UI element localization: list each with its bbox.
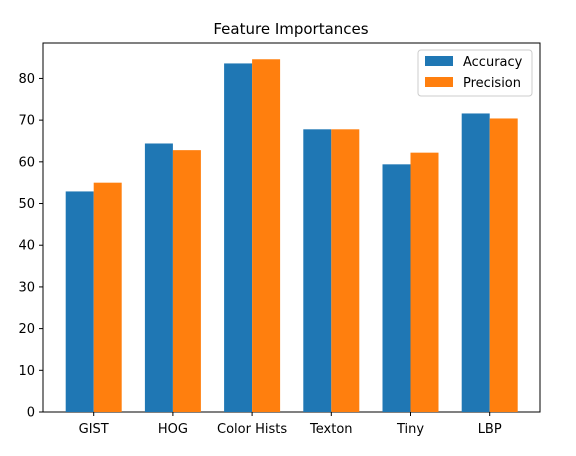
bar-precision-gist [93, 182, 122, 412]
bar-accuracy-tiny [382, 164, 411, 412]
bar-accuracy-gist [65, 191, 94, 412]
x-tick-label: Color Hists [217, 422, 287, 437]
x-tick-label: Texton [309, 422, 353, 437]
legend-swatch-accuracy [425, 56, 453, 66]
y-tick-label: 80 [18, 72, 35, 87]
y-tick-label: 30 [18, 280, 35, 295]
x-tick-label: Tiny [396, 422, 424, 437]
chart-title: Feature Importances [213, 20, 368, 38]
plot-background [43, 43, 540, 412]
legend: Accuracy Precision [417, 49, 533, 97]
bar-precision-tiny [410, 152, 439, 412]
legend-label-accuracy: Accuracy [463, 55, 523, 70]
x-tick-label: GIST [79, 422, 109, 437]
y-tick-label: 40 [18, 239, 35, 254]
legend-label-precision: Precision [463, 76, 521, 91]
y-tick-label: 0 [27, 406, 35, 421]
bar-accuracy-color-hists [224, 63, 253, 412]
bar-accuracy-lbp [461, 113, 490, 412]
y-axis: 0 10 20 30 40 50 60 70 80 [18, 72, 43, 421]
bar-accuracy-hog [144, 143, 173, 412]
y-tick-label: 60 [18, 155, 35, 170]
y-tick-label: 20 [18, 322, 35, 337]
y-tick-label: 50 [18, 197, 35, 212]
plot-frame [42, 42, 541, 413]
x-axis: GIST HOG Color Hists Texton Tiny LBP [79, 412, 502, 437]
bars-layer [65, 59, 518, 412]
bar-precision-color-hists [252, 59, 281, 412]
plot-area [42, 42, 541, 413]
x-tick-label: HOG [158, 422, 188, 437]
y-tick-label: 70 [18, 114, 35, 129]
legend-swatch-precision [425, 77, 453, 87]
bar-precision-hog [172, 150, 201, 412]
bar-precision-texton [331, 129, 360, 412]
y-tick-label: 10 [18, 364, 35, 379]
x-tick-label: LBP [478, 422, 502, 437]
bar-accuracy-texton [303, 129, 332, 412]
bar-precision-lbp [489, 118, 518, 412]
